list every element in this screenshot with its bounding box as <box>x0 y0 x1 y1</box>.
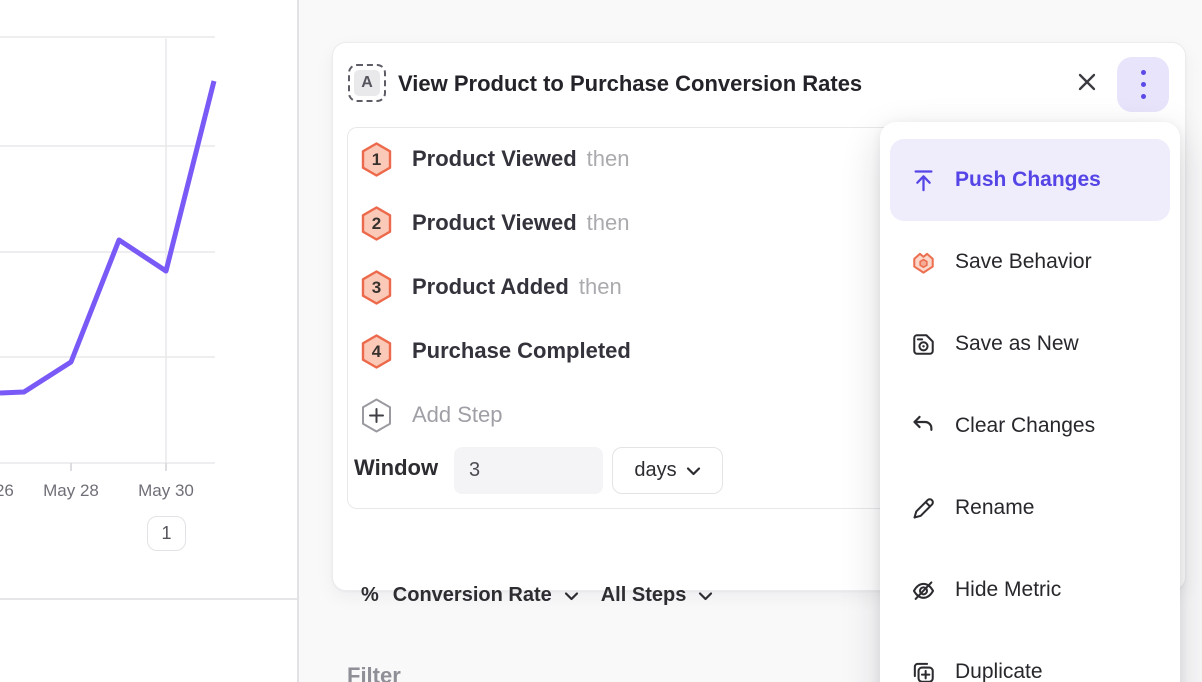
chevron-down-icon <box>564 584 579 607</box>
percent-icon: % <box>361 583 379 606</box>
funnel-step-1[interactable]: 1 Product Viewed then <box>348 141 1170 177</box>
menu-item-save-as-new[interactable]: Save as New <box>890 303 1170 385</box>
step-then: then <box>586 210 630 235</box>
funnel-step-2[interactable]: 2 Product Viewed then <box>348 205 1170 241</box>
steps-scope-dropdown[interactable]: All Steps <box>601 584 714 607</box>
step-2-hexagon-badge: 2 <box>361 205 392 241</box>
step-1-hexagon-badge: 1 <box>361 141 392 177</box>
add-step-button[interactable]: Add Step <box>348 397 1170 433</box>
variant-badge-letter: A <box>354 70 380 96</box>
step-then: then <box>578 274 622 299</box>
funnel-steps-box: 1 Product Viewed then 2 Product Viewed the… <box>347 127 1171 509</box>
x-axis-label: May 28 <box>43 481 99 500</box>
metric-type-dropdown[interactable]: % Conversion Rate <box>361 584 579 607</box>
funnel-step-3[interactable]: 3 Product Added then <box>348 269 1170 305</box>
chevron-down-icon <box>686 459 701 482</box>
chart-panel: May 26 May 28 May 30 1 <box>0 0 297 682</box>
variant-badge[interactable]: A <box>348 64 386 102</box>
close-icon <box>1075 70 1099 97</box>
clear-changes-icon <box>910 413 937 440</box>
funnel-step-4[interactable]: 4 Purchase Completed <box>348 333 1170 369</box>
step-4-hexagon-badge: 4 <box>361 333 392 369</box>
add-step-label: Add Step <box>412 402 503 427</box>
save-behavior-icon <box>910 249 937 276</box>
conversion-chart: May 26 May 28 May 30 <box>0 0 297 505</box>
step-3-hexagon-badge: 3 <box>361 269 392 305</box>
kebab-menu-button[interactable] <box>1117 57 1169 112</box>
save-as-new-icon <box>910 331 937 358</box>
step-label: Product Added <box>412 274 569 299</box>
metric-type-label: Conversion Rate <box>392 583 552 606</box>
left-panel-bottom-divider <box>0 598 297 600</box>
chevron-down-icon <box>698 584 713 607</box>
menu-item-hide-metric[interactable]: Hide Metric <box>890 549 1170 631</box>
menu-item-duplicate[interactable]: Duplicate <box>890 631 1170 682</box>
copy-plus-icon <box>910 659 937 682</box>
chart-canvas <box>0 36 217 471</box>
panel-divider <box>297 0 299 682</box>
step-label: Purchase Completed <box>412 338 631 363</box>
menu-item-rename[interactable]: Rename <box>890 467 1170 549</box>
add-step-hexagon-icon <box>361 398 392 433</box>
eye-off-icon <box>910 577 937 604</box>
x-axis-label: May 26 <box>0 481 14 500</box>
kebab-icon <box>1140 70 1146 99</box>
pencil-icon <box>910 495 937 522</box>
filter-heading: Filter <box>347 663 401 682</box>
steps-scope-label: All Steps <box>600 583 687 606</box>
menu-item-save-behavior[interactable]: Save Behavior <box>890 221 1170 303</box>
window-unit-label: days <box>634 459 677 481</box>
step-label: Product Viewed <box>412 210 577 235</box>
window-unit-dropdown[interactable]: days <box>612 447 723 494</box>
menu-item-push-changes[interactable]: Push Changes <box>890 139 1170 221</box>
window-label: Window <box>354 455 439 480</box>
close-button[interactable] <box>1072 68 1102 98</box>
context-menu: Push Changes Save Behavior Save as N <box>880 122 1180 682</box>
window-row: Window days <box>348 447 1170 494</box>
step-label: Product Viewed <box>412 146 577 171</box>
menu-item-clear-changes[interactable]: Clear Changes <box>890 385 1170 467</box>
x-axis-label: May 30 <box>138 481 194 500</box>
metric-title: View Product to Purchase Conversion Rate… <box>398 71 863 96</box>
pagination-page-1[interactable]: 1 <box>147 516 186 551</box>
push-changes-icon <box>910 167 937 194</box>
metric-summary-row: % Conversion Rate All Steps <box>361 580 713 610</box>
window-value-input[interactable] <box>454 447 603 494</box>
step-then: then <box>586 146 630 171</box>
